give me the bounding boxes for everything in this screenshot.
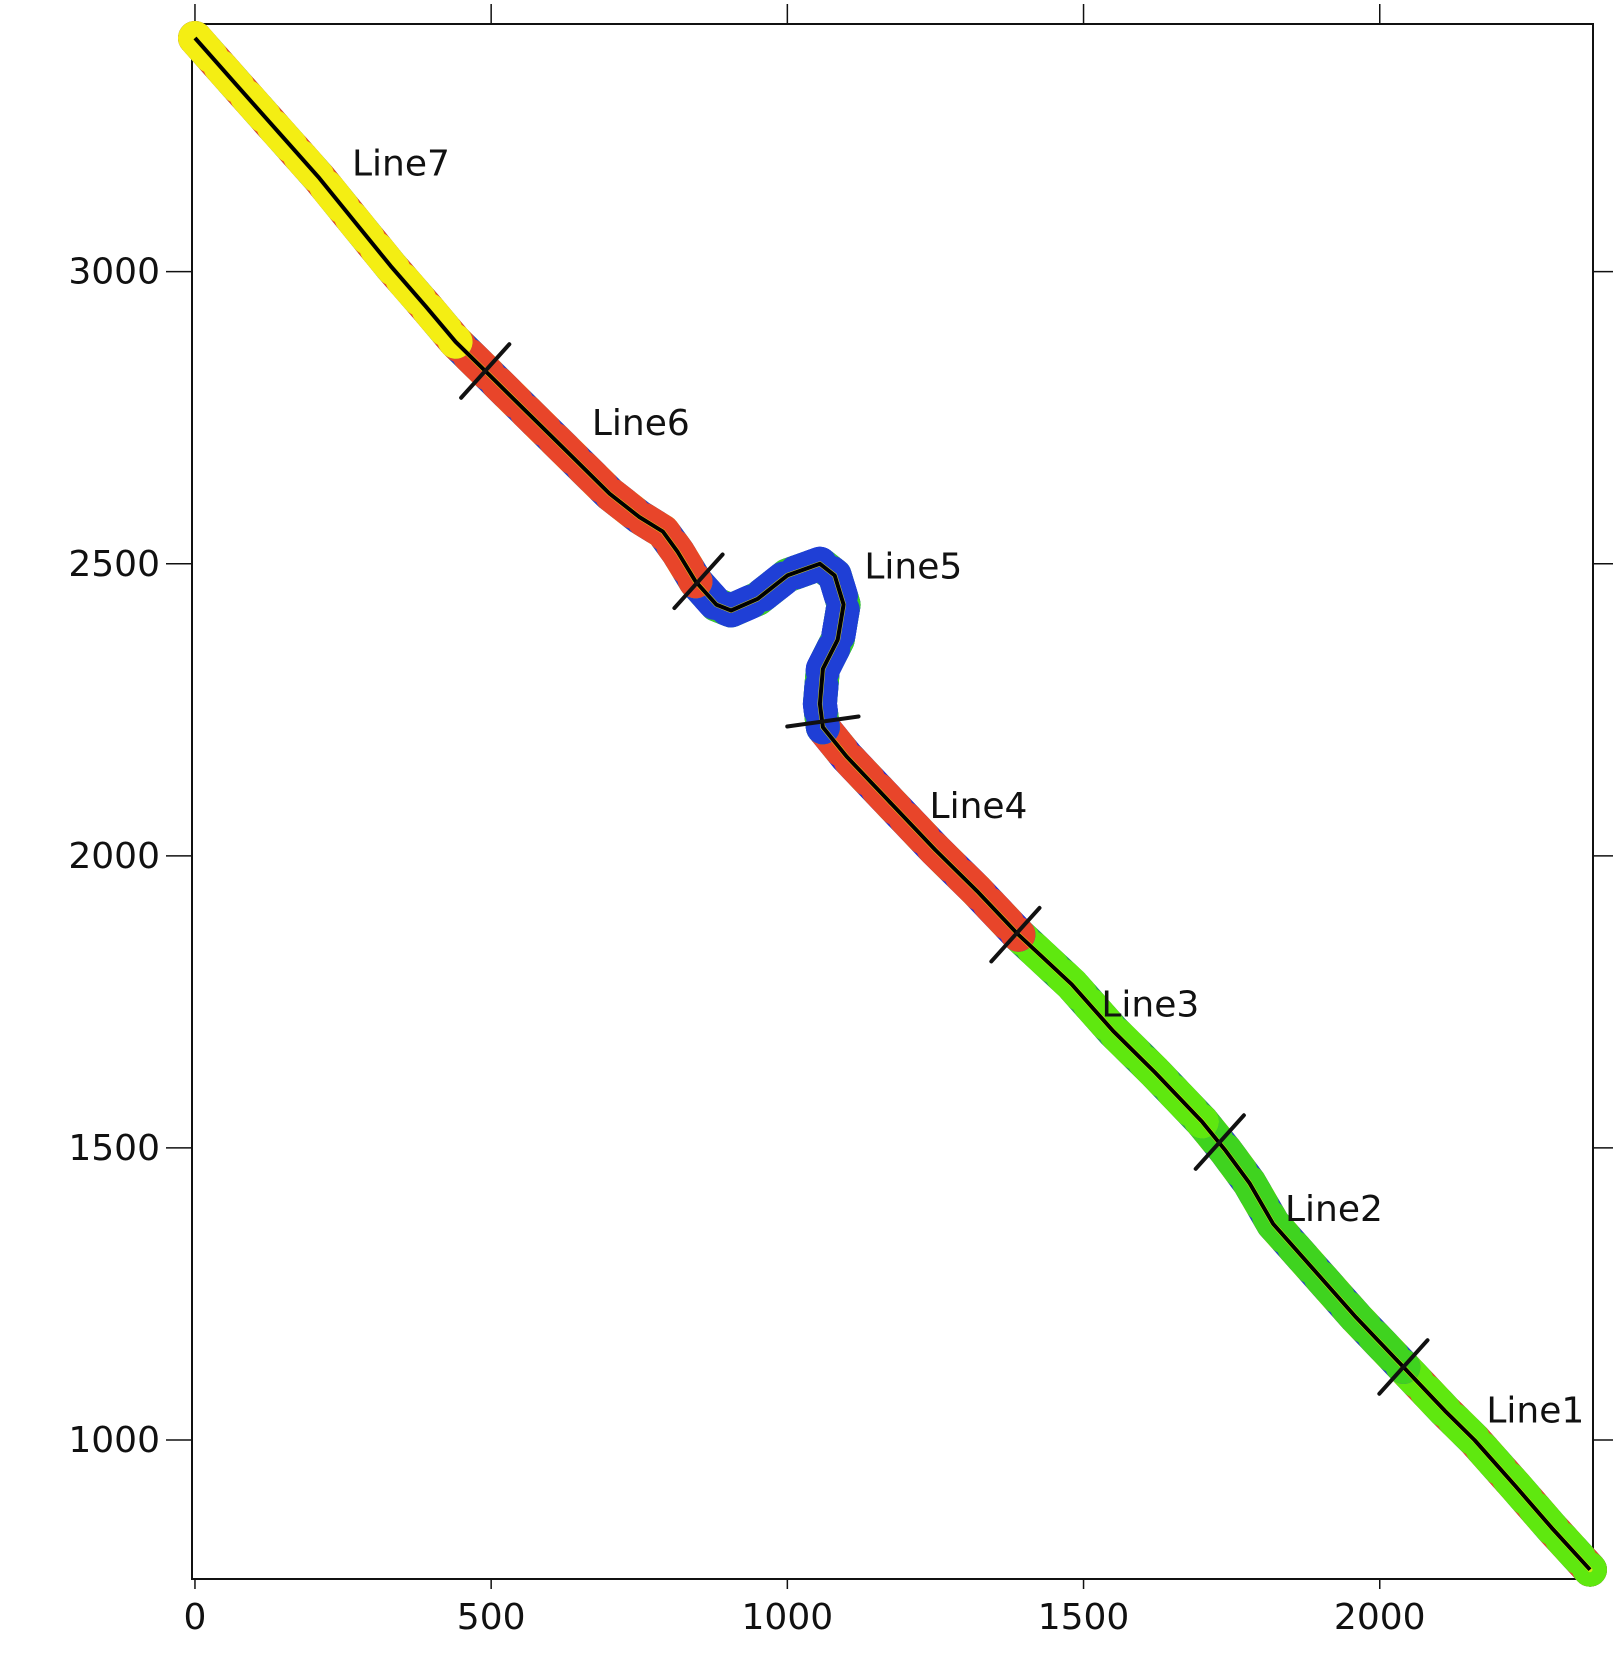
x-tick-label: 500 [457, 1597, 526, 1638]
x-tick-label: 1000 [742, 1597, 834, 1638]
y-tick-label: 2000 [68, 836, 160, 877]
segment-divider [989, 905, 1042, 964]
segment-label-line7: Line7 [352, 143, 450, 184]
segment-divider [1193, 1113, 1246, 1171]
segment-divider [459, 342, 512, 400]
segment-label-line1: Line1 [1486, 1390, 1584, 1431]
x-tick-label: 1500 [1038, 1597, 1130, 1638]
plot-frame [191, 23, 1594, 1580]
x-tick-label: 2000 [1334, 1597, 1426, 1638]
track-core-layer [192, 35, 1593, 1573]
segment-divider-layer [459, 342, 1430, 1396]
segment-label-line5: Line5 [864, 546, 962, 587]
segment-label-layer: Line1 Line2 Line3 Line4 Line5 Line6 Line7 [352, 143, 1584, 1431]
x-tick-label: 0 [184, 1597, 207, 1638]
y-tick-label: 1500 [68, 1128, 160, 1169]
y-tick-label: 2500 [68, 544, 160, 585]
segment-label-line2: Line2 [1285, 1189, 1383, 1230]
segment-label-line3: Line3 [1101, 984, 1199, 1025]
tick-layer: 0 500 1000 1500 2000 1000 1500 2000 2500 3000 [68, 4, 1613, 1638]
y-tick-label: 3000 [68, 252, 160, 293]
segment-divider [672, 552, 725, 611]
segment-divider [785, 714, 861, 729]
segment-label-line4: Line4 [930, 786, 1028, 827]
segment-label-line6: Line6 [592, 403, 690, 444]
segment-divider [1377, 1338, 1430, 1396]
y-tick-label: 1000 [68, 1420, 160, 1461]
track-centerline [193, 36, 1592, 1572]
